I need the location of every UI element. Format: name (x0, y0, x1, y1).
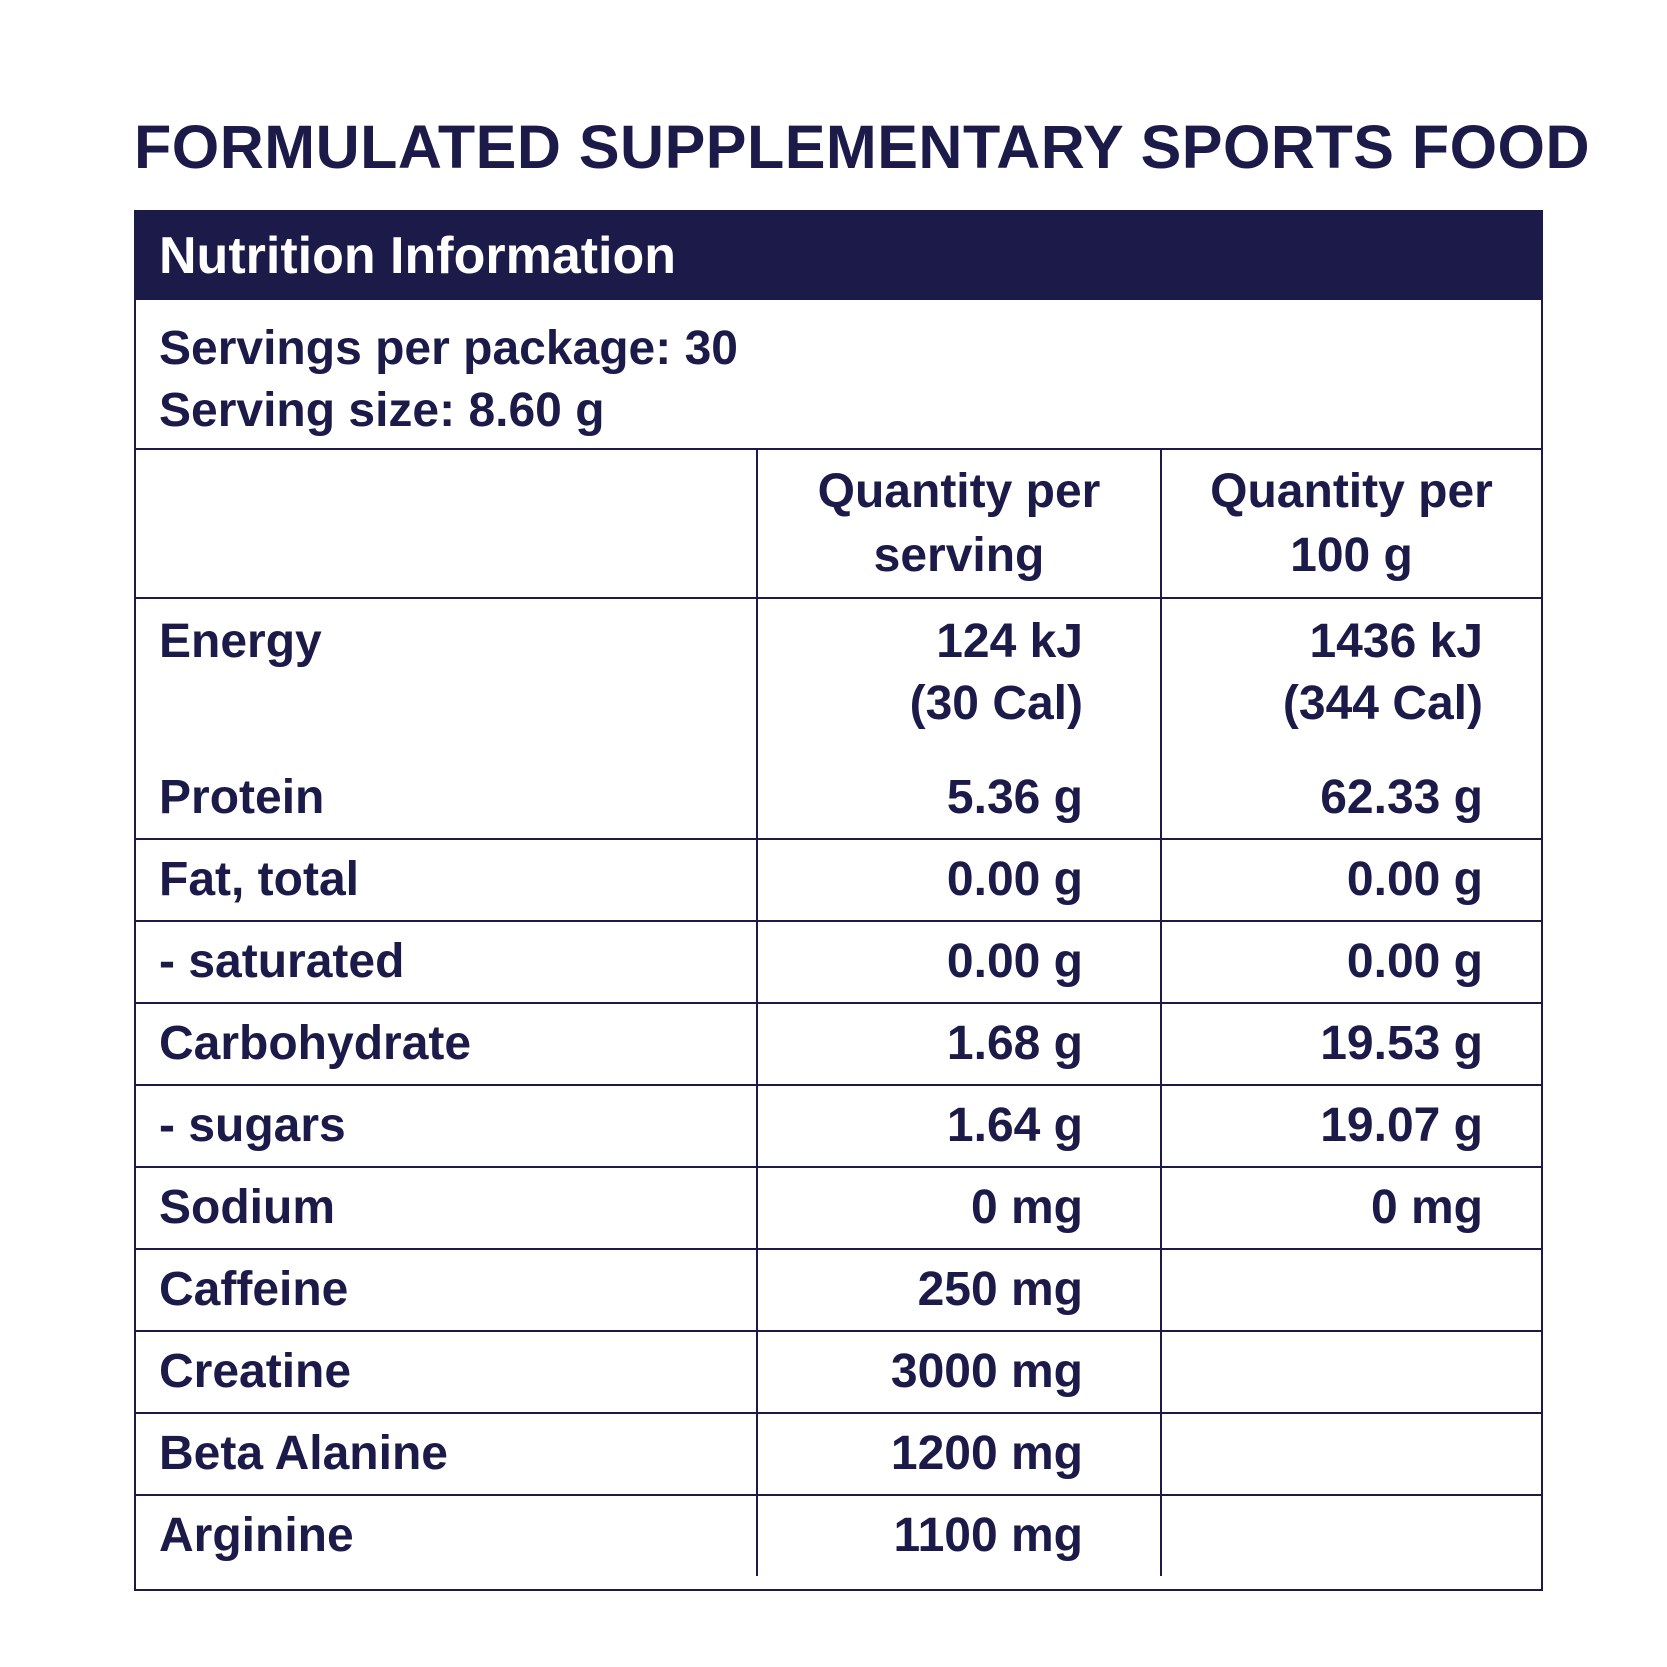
per-serving-value: 0.00 g (756, 920, 1162, 1004)
energy-cal: (30 Cal) (909, 677, 1083, 730)
table-row: Carbohydrate 1.68 g 19.53 g (136, 1002, 1541, 1086)
per-serving-value: 5.36 g (756, 758, 1162, 840)
nutrient-name: Protein (136, 758, 758, 840)
per-serving-value: 1200 mg (756, 1412, 1162, 1496)
per-100g-value: 19.53 g (1160, 1002, 1541, 1086)
per-100g-value: 1436 kJ (344 Cal) (1160, 597, 1541, 758)
energy-kj: 124 kJ (936, 615, 1083, 668)
nutrient-name: Energy (136, 597, 758, 758)
nutrient-name: Sodium (136, 1166, 758, 1250)
per-serving-value: 1100 mg (756, 1494, 1162, 1576)
per-100g-value: 0.00 g (1160, 920, 1541, 1004)
energy-kj: 1436 kJ (1309, 615, 1483, 668)
header-line: 100 g (1290, 528, 1413, 582)
table-row: Protein 5.36 g 62.33 g (136, 758, 1541, 840)
header-per-serving: Quantity per serving (756, 450, 1162, 599)
table-header-row: Quantity per serving Quantity per 100 g (136, 450, 1541, 599)
per-serving-value: 1.68 g (756, 1002, 1162, 1086)
table-row: Energy 124 kJ (30 Cal) 1436 kJ (344 Cal) (136, 597, 1541, 758)
table-row: - sugars 1.64 g 19.07 g (136, 1084, 1541, 1168)
per-100g-value (1160, 1330, 1541, 1414)
per-100g-value: 19.07 g (1160, 1084, 1541, 1168)
per-100g-value: 0.00 g (1160, 838, 1541, 922)
per-serving-value: 124 kJ (30 Cal) (756, 597, 1162, 758)
nutrient-name: Beta Alanine (136, 1412, 758, 1496)
nutrient-name: Carbohydrate (136, 1002, 758, 1086)
serving-info: Servings per package: 30 Serving size: 8… (136, 300, 1541, 450)
per-serving-value: 0.00 g (756, 838, 1162, 922)
energy-cal: (344 Cal) (1282, 677, 1483, 730)
per-100g-value (1160, 1412, 1541, 1496)
table-row: Caffeine 250 mg (136, 1248, 1541, 1332)
header-line: serving (873, 528, 1045, 582)
table-row: Fat, total 0.00 g 0.00 g (136, 838, 1541, 922)
nutrient-name: Caffeine (136, 1248, 758, 1332)
per-serving-value: 250 mg (756, 1248, 1162, 1332)
servings-per-package: Servings per package: 30 (159, 322, 738, 375)
table-row: Beta Alanine 1200 mg (136, 1412, 1541, 1496)
table-row: Arginine 1100 mg (136, 1494, 1541, 1576)
per-100g-value (1160, 1494, 1541, 1576)
nutrient-name: Arginine (136, 1494, 758, 1576)
per-serving-value: 0 mg (756, 1166, 1162, 1250)
header-per-100g: Quantity per 100 g (1160, 450, 1541, 599)
header-line: Quantity per (817, 464, 1101, 518)
per-100g-value: 0 mg (1160, 1166, 1541, 1250)
nutrient-name: - saturated (136, 920, 758, 1004)
nutrient-name: Creatine (136, 1330, 758, 1414)
nutrient-name: Fat, total (136, 838, 758, 922)
panel-heading: Nutrition Information (136, 212, 1541, 300)
serving-size: Serving size: 8.60 g (159, 384, 605, 437)
per-100g-value: 62.33 g (1160, 758, 1541, 840)
header-blank (136, 450, 758, 599)
table-row: Creatine 3000 mg (136, 1330, 1541, 1414)
nutrient-name: - sugars (136, 1084, 758, 1168)
per-serving-value: 1.64 g (756, 1084, 1162, 1168)
nutrition-table: Quantity per serving Quantity per 100 g … (136, 450, 1541, 1576)
table-row: - saturated 0.00 g 0.00 g (136, 920, 1541, 1004)
per-serving-value: 3000 mg (756, 1330, 1162, 1414)
page-title: FORMULATED SUPPLEMENTARY SPORTS FOOD (134, 113, 1591, 181)
table-row: Sodium 0 mg 0 mg (136, 1166, 1541, 1250)
header-line: Quantity per (1210, 464, 1493, 518)
per-100g-value (1160, 1248, 1541, 1332)
nutrition-panel: Nutrition Information Servings per packa… (134, 210, 1543, 1591)
